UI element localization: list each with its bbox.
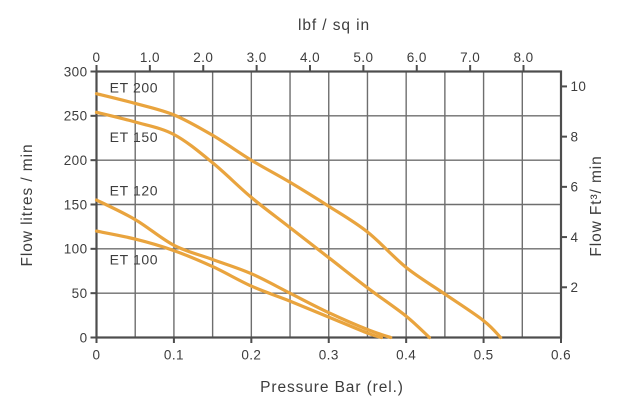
- left-axis-tick-label: 250: [64, 109, 88, 124]
- left-axis-title: Flow litres / min: [19, 144, 36, 267]
- bottom-axis-tick-label: 0.6: [551, 348, 571, 363]
- top-axis-tick-label: 2.0: [193, 50, 213, 65]
- bottom-axis-tick-label: 0.1: [164, 348, 184, 363]
- curve-label-et-120: ET 120: [110, 182, 158, 198]
- top-axis-tick-label: 7.0: [460, 50, 480, 65]
- bottom-axis-title: Pressure Bar (rel.): [260, 379, 404, 396]
- bottom-axis-tick-label: 0.4: [396, 348, 416, 363]
- axis-layer: [90, 65, 567, 343]
- bottom-axis-tick-label: 0.3: [319, 348, 339, 363]
- left-axis-tick-label: 0: [80, 330, 88, 345]
- right-axis-tick-label: 2: [571, 280, 579, 295]
- top-axis-tick-label: 5.0: [353, 50, 373, 65]
- right-axis-tick-label: 6: [571, 180, 579, 195]
- curve-label-et-200: ET 200: [110, 79, 158, 95]
- top-axis-tick-label: 0: [93, 50, 101, 65]
- curve-et-150: [94, 110, 431, 340]
- curve-label-et-150: ET 150: [110, 129, 158, 145]
- curve-et-100: [94, 229, 383, 340]
- top-axis-tick-label: 1.0: [140, 50, 160, 65]
- right-axis-title: Flow Ft³/ min: [588, 155, 605, 256]
- top-axis-tick-label: 6.0: [407, 50, 427, 65]
- right-axis-tick-label: 10: [571, 79, 587, 94]
- bottom-axis-tick-label: 0.2: [241, 348, 261, 363]
- right-axis-tick-label: 8: [571, 129, 579, 144]
- top-axis-title: lbf / sq in: [298, 17, 370, 34]
- top-axis-tick-label: 8.0: [514, 50, 534, 65]
- right-axis-tick-label: 4: [571, 230, 579, 245]
- left-axis-tick-label: 50: [72, 286, 88, 301]
- left-axis-tick-label: 100: [64, 242, 88, 257]
- curve-label-et-100: ET 100: [110, 251, 158, 267]
- left-axis-tick-label: 300: [64, 64, 88, 79]
- curve-et-120: [94, 198, 393, 340]
- bottom-axis-tick-label: 0.5: [474, 348, 494, 363]
- curve-et-200: [94, 92, 503, 340]
- top-axis-tick-label: 3.0: [247, 50, 267, 65]
- curve-layer: [94, 92, 503, 340]
- bottom-axis-tick-label: 0: [93, 348, 101, 363]
- top-axis-tick-label: 4.0: [300, 50, 320, 65]
- left-axis-tick-label: 150: [64, 197, 88, 212]
- tick-label-layer: 0 1.0 2.0 3.0 4.0 5.0 6.0 7.0 8.0 0 0.1 0.2 0.3 0.4 0.…: [64, 50, 587, 363]
- left-axis-tick-label: 200: [64, 153, 88, 168]
